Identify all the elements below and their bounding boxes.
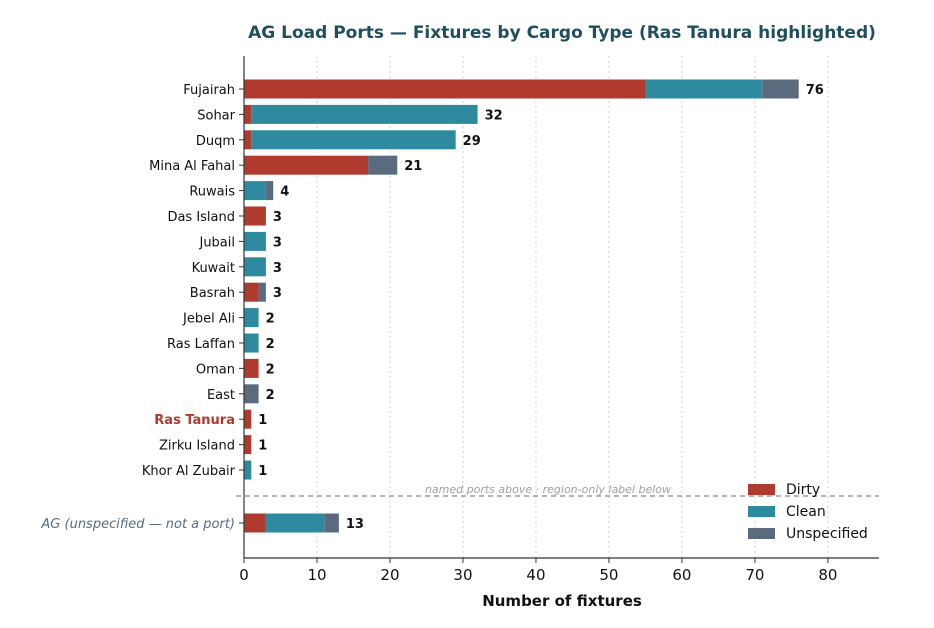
chart-title: AG Load Ports — Fixtures by Cargo Type (… (248, 23, 876, 43)
data-label: 32 (485, 108, 503, 123)
legend-label-dirty: Dirty (786, 482, 820, 498)
x-tick-label: 0 (239, 566, 249, 584)
x-tick-label: 60 (672, 566, 691, 584)
bars-layer (244, 79, 799, 533)
bar-segment-dirty (244, 155, 369, 175)
data-label: 2 (266, 362, 275, 377)
y-tick-label: Jubail (198, 235, 235, 250)
x-tick-label: 20 (380, 566, 399, 584)
y-tick-label: Kuwait (192, 261, 235, 276)
y-tick-label: Khor Al Zubair (142, 464, 236, 479)
bar-segment-dirty (244, 104, 252, 124)
bar-segment-unspecified (265, 181, 274, 201)
y-tick-label: Fujairah (183, 83, 235, 98)
bar-segment-dirty (244, 435, 252, 455)
data-label: 29 (463, 134, 481, 149)
x-tick-label: 70 (745, 566, 764, 584)
x-tick-label: 10 (307, 566, 326, 584)
y-tick-label: AG (unspecified — not a port) (40, 517, 235, 532)
data-label: 2 (266, 388, 275, 403)
x-tick-label: 30 (453, 566, 472, 584)
data-label: 3 (273, 235, 282, 250)
legend: Dirty Clean Unspecified (748, 482, 868, 542)
grid-layer (236, 56, 879, 558)
bar-segment-unspecified (368, 155, 398, 175)
y-tick-label: Mina Al Fahal (149, 159, 235, 174)
legend-label-unspecified: Unspecified (786, 526, 868, 542)
bar-segment-clean (244, 333, 259, 353)
bar-segment-dirty (244, 206, 266, 226)
y-tick-label: Ruwais (189, 185, 235, 200)
data-label: 2 (266, 312, 275, 327)
data-label: 13 (346, 517, 364, 532)
legend-swatch-clean (748, 506, 775, 517)
x-tick-label: 50 (599, 566, 618, 584)
data-label: 1 (258, 413, 267, 428)
x-tick-label: 40 (526, 566, 545, 584)
data-label: 1 (258, 464, 267, 479)
bar-segment-unspecified (762, 79, 799, 99)
y-tick-label: Basrah (190, 286, 235, 301)
bar-segment-clean (251, 130, 456, 150)
y-tick-label-highlighted: Ras Tanura (154, 413, 235, 428)
legend-swatch-dirty (748, 484, 775, 495)
legend-label-clean: Clean (786, 504, 826, 520)
bar-segment-clean (244, 308, 259, 328)
axes-layer: 0 10 20 30 40 50 60 70 80 Fujairah Sohar Duqm Mina A… (40, 56, 879, 584)
bar-segment-clean (244, 257, 266, 277)
y-tick-label: Sohar (197, 108, 235, 123)
x-axis-title: Number of fixtures (482, 592, 642, 610)
y-tick-label: Duqm (196, 134, 235, 149)
bar-segment-clean (244, 231, 266, 251)
data-label: 3 (273, 210, 282, 225)
legend-swatch-unspecified (748, 528, 775, 539)
y-tick-label: Jebel Ali (182, 312, 235, 327)
bar-segment-clean (244, 181, 266, 201)
bar-segment-dirty (244, 79, 646, 99)
y-tick-label: Das Island (167, 210, 235, 225)
bar-segment-unspecified (258, 282, 266, 302)
data-label: 3 (273, 286, 282, 301)
y-tick-label: Zirku Island (159, 439, 235, 454)
separator-annotation: named ports above · region-only label be… (425, 483, 671, 496)
bar-segment-unspecified (324, 513, 339, 533)
y-tick-label: Oman (196, 362, 235, 377)
bar-segment-dirty (244, 513, 266, 533)
data-label: 21 (404, 159, 422, 174)
bar-segment-clean (251, 104, 478, 124)
data-label: 2 (266, 337, 275, 352)
x-tick-label: 80 (818, 566, 837, 584)
data-label: 4 (280, 185, 289, 200)
data-label: 1 (258, 439, 267, 454)
y-tick-label: Ras Laffan (167, 337, 235, 352)
bar-segment-dirty (244, 282, 259, 302)
data-label: 76 (806, 83, 824, 98)
bar-segment-clean (645, 79, 763, 99)
y-tick-label: East (207, 388, 235, 403)
bar-segment-dirty (244, 130, 252, 150)
data-label: 3 (273, 261, 282, 276)
bar-segment-clean (265, 513, 325, 533)
bar-segment-clean (244, 460, 252, 480)
bar-segment-dirty (244, 409, 252, 429)
bar-segment-unspecified (244, 384, 259, 404)
bar-segment-dirty (244, 358, 259, 378)
